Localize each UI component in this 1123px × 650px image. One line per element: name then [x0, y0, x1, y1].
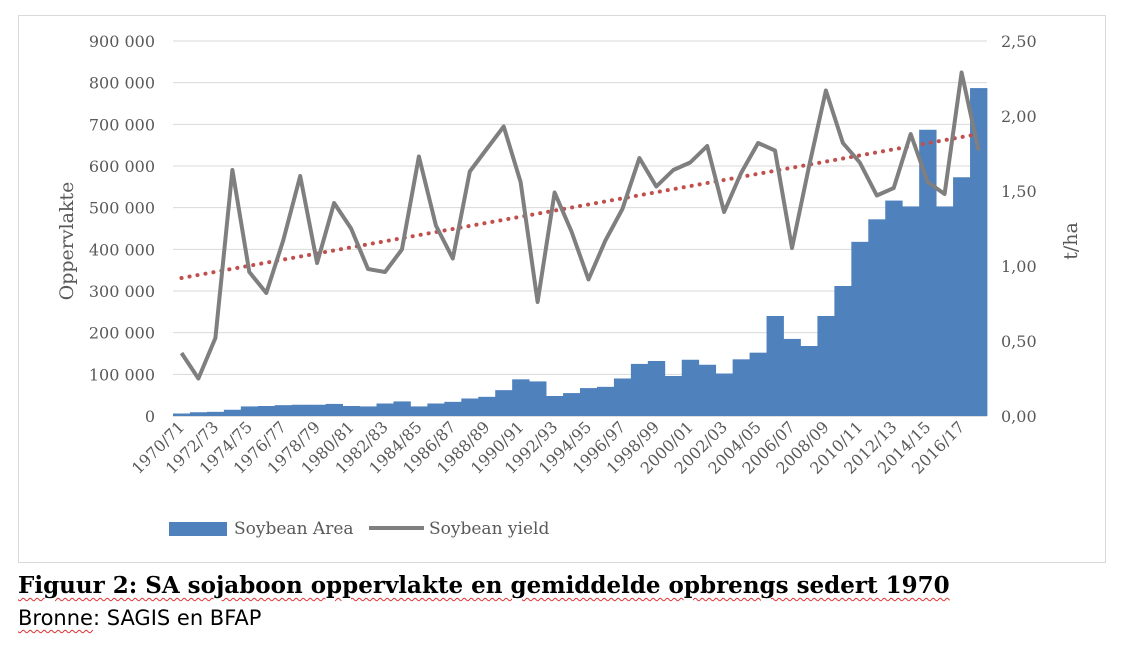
- yield-polyline: [179, 70, 981, 381]
- area-bar: [478, 396, 496, 416]
- area-bar: [563, 393, 581, 416]
- area-bar: [173, 413, 191, 416]
- left-tick-label: 600 000: [89, 157, 155, 176]
- area-bar: [274, 405, 293, 416]
- legend-swatch-area: [169, 522, 227, 536]
- area-bar: [630, 363, 649, 416]
- left-tick-label: 400 000: [89, 240, 155, 259]
- right-axis-ticks: 0,00 0,50 1,00 1,50 2,00 2,50: [1001, 32, 1037, 426]
- caption-source-rest: : SAGIS en BFAP: [92, 606, 262, 630]
- area-bar: [647, 361, 666, 416]
- area-bar: [308, 404, 327, 416]
- right-tick-label: 0,00: [1001, 407, 1037, 426]
- x-axis-ticks: 1970/711972/731974/751976/771978/791980/…: [128, 417, 969, 477]
- legend-label-area: Soybean Area: [234, 519, 354, 539]
- left-tick-label: 100 000: [89, 365, 155, 384]
- area-bar: [885, 200, 903, 416]
- area-bar: [580, 388, 598, 416]
- area-bar: [240, 406, 259, 416]
- area-bar: [206, 411, 225, 416]
- yield-trendline: [179, 132, 981, 280]
- area-bar: [970, 88, 988, 416]
- area-bar: [664, 376, 683, 416]
- area-bar: [936, 206, 954, 416]
- left-axis-title: Oppervlakte: [56, 182, 78, 301]
- area-bar: [919, 129, 937, 416]
- area-bar: [189, 412, 208, 416]
- area-bar: [223, 409, 242, 416]
- area-bar: [817, 316, 835, 416]
- right-tick-label: 2,50: [1001, 32, 1037, 51]
- area-bar: [512, 379, 530, 416]
- area-bar: [681, 359, 700, 416]
- area-bar: [529, 381, 547, 416]
- right-tick-label: 0,50: [1001, 332, 1037, 351]
- area-bar: [749, 352, 767, 416]
- figure-caption: Figuur 2: SA sojaboon oppervlakte en gem…: [18, 570, 1118, 634]
- area-bar: [291, 404, 310, 416]
- area-bar: [851, 241, 869, 416]
- area-bar: [546, 396, 564, 416]
- area-bar: [715, 373, 734, 416]
- yield-line: [179, 70, 981, 381]
- area-bar: [596, 386, 615, 416]
- area-bar: [783, 338, 801, 416]
- legend-label-yield: Soybean yield: [429, 519, 549, 539]
- right-tick-label: 1,50: [1001, 182, 1037, 201]
- left-tick-label: 0: [145, 407, 155, 426]
- area-bar: [376, 403, 394, 416]
- area-bar: [427, 403, 445, 416]
- left-tick-label: 700 000: [89, 115, 155, 134]
- area-bar: [393, 401, 411, 416]
- left-tick-label: 800 000: [89, 74, 155, 93]
- area-bar: [461, 398, 479, 416]
- area-bar: [834, 286, 852, 416]
- area-bar: [902, 206, 920, 416]
- left-tick-label: 500 000: [89, 199, 155, 218]
- right-axis-title: t/ha: [1060, 222, 1082, 260]
- area-bar: [325, 403, 343, 416]
- area-bar: [613, 378, 632, 416]
- combo-chart: 0 100 000 200 000 300 000 400 000 500 000 600 …: [56, 32, 1082, 539]
- right-tick-label: 1,00: [1001, 257, 1037, 276]
- area-bars: [173, 88, 988, 416]
- area-bar: [359, 406, 377, 416]
- caption-source: Bronne: SAGIS en BFAP: [18, 602, 1118, 634]
- caption-source-prefix: Bronne: [18, 606, 93, 630]
- area-bar: [766, 316, 784, 416]
- area-bar: [444, 401, 462, 416]
- right-tick-label: 2,00: [1001, 107, 1037, 126]
- left-axis-ticks: 0 100 000 200 000 300 000 400 000 500 000 600 …: [89, 32, 155, 426]
- chart-frame: 0 100 000 200 000 300 000 400 000 500 000 600 …: [18, 15, 1106, 563]
- trendline: [179, 132, 981, 280]
- legend: Soybean Area Soybean yield: [169, 519, 549, 539]
- area-bar: [953, 177, 971, 416]
- area-bar: [732, 359, 750, 416]
- area-bar: [410, 406, 428, 416]
- caption-title: Figuur 2: SA sojaboon oppervlakte en gem…: [18, 572, 950, 599]
- left-tick-label: 200 000: [89, 324, 155, 343]
- left-tick-label: 300 000: [89, 282, 155, 301]
- area-bar: [342, 406, 360, 416]
- area-bar: [495, 390, 513, 416]
- area-bar: [868, 219, 886, 416]
- area-bar: [800, 346, 818, 416]
- left-tick-label: 900 000: [89, 32, 155, 51]
- area-bar: [257, 406, 276, 416]
- area-bar: [698, 364, 717, 416]
